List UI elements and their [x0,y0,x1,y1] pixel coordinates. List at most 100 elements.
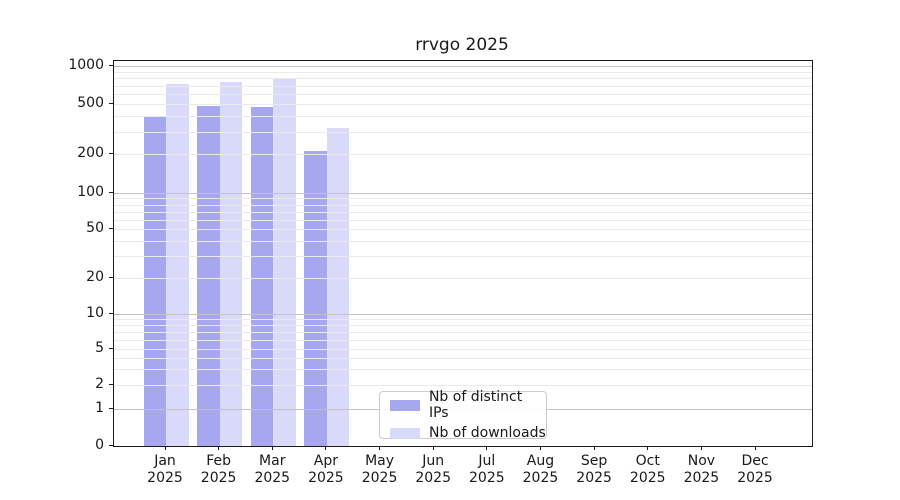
x-tick-label: Jun 2025 [403,453,463,487]
y-tick-mark [109,347,113,349]
y-tick-label: 1 [95,400,104,416]
gridline-minor [114,349,812,350]
x-tick-label: Feb 2025 [189,453,249,487]
gridline-minor [114,219,812,221]
x-tick-label: Dec 2025 [725,453,785,487]
x-tick-mark [647,446,649,450]
y-tick-mark [109,383,113,385]
x-tick-year: 2025 [308,470,344,486]
x-tick-year: 2025 [683,470,720,486]
x-tick-label: Aug 2025 [510,453,570,487]
x-tick-mark [164,446,166,450]
x-tick-month: Dec [741,453,769,469]
legend: Nb of distinct IPs Nb of downloads [379,389,547,441]
gridline-major [114,193,812,194]
x-tick-label: Apr 2025 [296,453,356,487]
x-tick-mark [432,446,434,450]
bar-downloads-mar [273,78,296,446]
gridline-minor [114,104,812,105]
y-tick-mark [109,276,113,278]
gridline-minor [114,85,812,87]
x-tick-label: May 2025 [350,453,410,487]
bar-downloads-jan [166,84,189,446]
gridline-major [114,314,812,315]
y-tick-label: 200 [77,145,104,161]
gridline-minor [114,256,812,258]
x-tick-label: Jul 2025 [457,453,517,487]
x-tick-month: Apr [313,453,339,469]
x-tick-mark [700,446,702,450]
x-tick-year: 2025 [200,470,237,486]
y-tick-label: 1000 [68,57,104,73]
gridline-minor [114,198,812,200]
y-tick-label: 0 [95,437,104,453]
x-tick-mark [754,446,756,450]
x-tick-year: 2025 [147,470,183,486]
x-tick-month: May [365,453,395,469]
gridline-minor [114,131,812,133]
y-tick-label: 20 [86,269,104,285]
y-tick-label: 10 [86,305,104,321]
x-tick-year: 2025 [469,470,505,486]
gridline-minor [114,357,812,359]
x-tick-year: 2025 [522,470,559,486]
gridline-minor [114,325,812,327]
x-tick-month: Jul [478,453,496,469]
bars-layer [114,61,812,446]
x-tick-year: 2025 [415,470,451,486]
y-tick-mark [109,312,113,314]
x-tick-month: Sep [580,453,608,469]
x-tick-month: Aug [526,453,555,469]
x-axis: Jan 2025 Feb 2025 Mar 2025 Apr 2025 May 2025 Jun 20… [113,446,811,496]
y-tick-label: 500 [77,95,104,111]
x-tick-month: Jun [422,453,445,469]
gridline-minor [114,369,812,371]
gridline-minor [114,78,812,80]
gridline-minor [114,154,812,155]
x-tick-year: 2025 [254,470,291,486]
x-tick-month: Jan [154,453,176,469]
x-tick-label: Jan 2025 [135,453,195,487]
legend-swatch-downloads-icon [390,427,420,439]
x-tick-mark [325,446,327,450]
x-tick-label: Sep 2025 [564,453,624,487]
gridline-minor [114,204,812,206]
gridline-minor [114,339,812,341]
gridline-minor [114,71,812,73]
gridline-minor [114,94,812,95]
legend-item-downloads: Nb of downloads [390,425,546,441]
gridline-minor [114,319,812,321]
x-tick-year: 2025 [361,470,398,486]
gridline-minor [114,240,812,242]
y-tick-mark [109,102,113,104]
y-tick-mark [109,152,113,154]
gridline-minor [114,385,812,386]
x-tick-mark [486,446,488,450]
bar-distinct-ips-apr [304,151,327,446]
bar-distinct-ips-feb [197,105,220,446]
gridline-minor [114,332,812,333]
bar-downloads-feb [219,81,243,446]
x-tick-year: 2025 [737,470,773,486]
gridline-minor [114,116,812,118]
x-tick-month: Oct [635,453,660,469]
y-tick-label: 50 [86,220,104,236]
y-tick-mark [109,407,113,409]
y-tick-mark [109,191,113,193]
legend-swatch-distinct-ips-icon [390,399,420,411]
chart-title: rrvgo 2025 [415,35,509,55]
y-tick-label: 2 [95,376,104,392]
bar-downloads-apr [326,128,350,446]
gridline-major [114,66,812,67]
gridline-minor [114,211,812,213]
x-tick-year: 2025 [576,470,612,486]
y-tick-label: 5 [95,340,104,356]
y-tick-label: 100 [77,184,104,200]
y-tick-mark [109,64,113,66]
gridline-minor [114,278,812,279]
x-tick-mark [593,446,595,450]
x-tick-mark [271,446,273,450]
legend-item-distinct-ips: Nb of distinct IPs [390,389,546,421]
bar-distinct-ips-mar [250,107,274,446]
